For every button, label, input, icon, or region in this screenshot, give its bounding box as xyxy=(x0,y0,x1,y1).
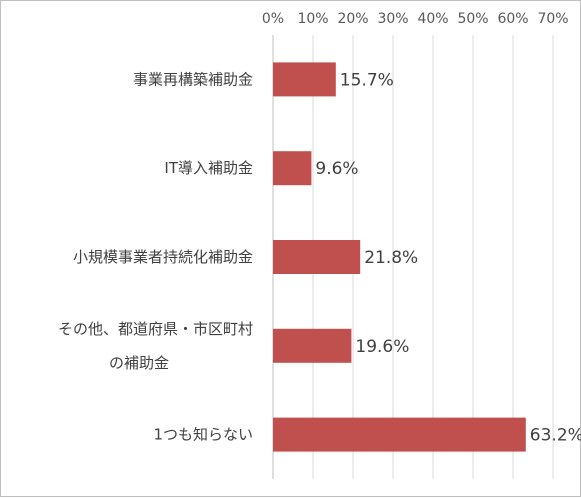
x-tick-label: 40% xyxy=(417,11,448,27)
category-label-line: 1つも知らない xyxy=(153,426,253,444)
x-tick-label: 50% xyxy=(457,11,488,27)
bar-value-label: 19.6% xyxy=(355,337,409,357)
x-tick-label: 60% xyxy=(497,11,528,27)
category-label-line: 事業再構築補助金 xyxy=(133,70,253,88)
category-labels: 事業再構築補助金 IT導入補助金小規模事業者持続化補助金その他、都道府県・市区町村… xyxy=(58,70,253,443)
bar xyxy=(273,151,312,186)
bar-value-label: 15.7% xyxy=(340,70,394,90)
x-tick-label: 10% xyxy=(297,11,328,27)
bar xyxy=(273,328,352,363)
bar xyxy=(273,62,336,97)
bar-value-label: 63.2% xyxy=(530,426,581,446)
category-label: 事業再構築補助金 xyxy=(133,70,253,88)
category-label-line: の補助金 xyxy=(109,354,169,372)
category-label-line: その他、都道府県・市区町村 xyxy=(58,320,253,338)
bar xyxy=(273,417,526,452)
category-label: 1つも知らない xyxy=(153,426,253,444)
category-label: IT導入補助金 xyxy=(164,159,253,177)
bars xyxy=(273,62,526,452)
category-label-line: 小規模事業者持続化補助金 xyxy=(73,248,253,266)
x-tick-label: 0% xyxy=(262,11,284,27)
x-tick-label: 70% xyxy=(537,11,568,27)
bar xyxy=(273,240,361,274)
category-label: 小規模事業者持続化補助金 xyxy=(73,248,253,266)
bar-value-label: 21.8% xyxy=(364,248,418,268)
category-label-line: IT導入補助金 xyxy=(164,159,253,177)
x-tick-label: 20% xyxy=(337,11,368,27)
category-label: その他、都道府県・市区町村の補助金 xyxy=(58,320,253,372)
data-labels: 15.7% 9.6% 21.8% 19.6% 63.2% xyxy=(315,70,581,445)
bar-value-label: 9.6% xyxy=(315,159,358,179)
x-axis-ticks: 0% 10% 20% 30% 40% 50% 60% 70% xyxy=(262,11,569,27)
x-tick-label: 30% xyxy=(377,11,408,27)
